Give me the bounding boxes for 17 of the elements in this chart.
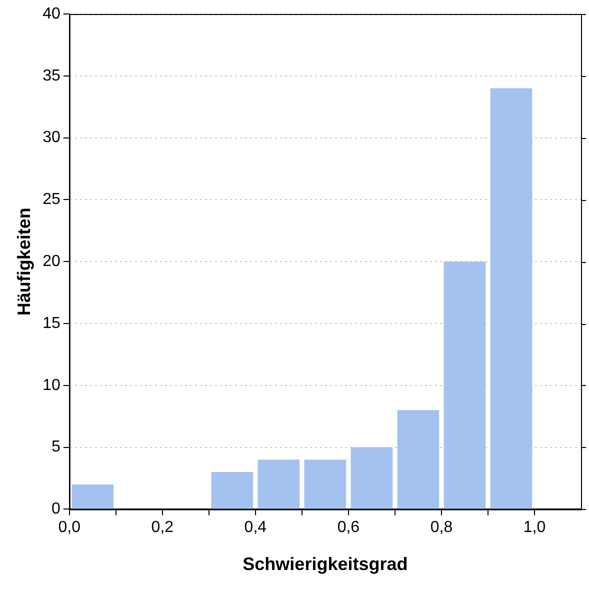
x-tick-label: 1,0 <box>523 519 546 536</box>
x-tick-label: 0,8 <box>430 519 453 536</box>
y-tick-label: 30 <box>42 129 60 146</box>
y-tick-label: 15 <box>42 314 60 332</box>
y-tick-label: 20 <box>42 253 60 270</box>
y-tick-label: 40 <box>42 5 60 22</box>
y-tick-label: 35 <box>42 67 60 84</box>
x-tick-label: 0,4 <box>244 519 267 536</box>
x-tick-label: 0,6 <box>337 519 360 536</box>
y-tick-label: 25 <box>42 191 60 208</box>
y-tick-label: 10 <box>42 376 60 394</box>
y-axis-title: Häufigkeiten <box>14 208 34 316</box>
y-tick-label: 0 <box>51 500 60 518</box>
y-tick-label: 5 <box>51 438 60 456</box>
x-axis-title: Schwierigkeitsgrad <box>242 554 408 574</box>
x-tick-label: 0,0 <box>58 519 81 536</box>
x-tick-label: 0,2 <box>151 519 174 536</box>
